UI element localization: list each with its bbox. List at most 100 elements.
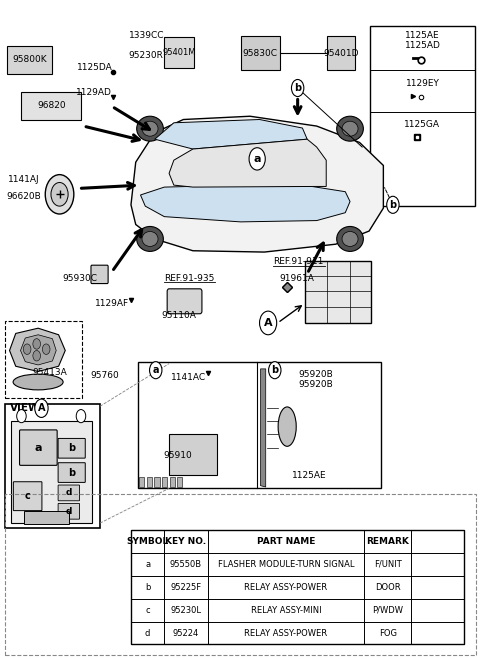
FancyBboxPatch shape xyxy=(164,37,194,69)
Text: 1129AD: 1129AD xyxy=(76,88,112,97)
FancyBboxPatch shape xyxy=(147,477,152,487)
Text: 91961A: 91961A xyxy=(279,274,314,283)
Text: A: A xyxy=(38,403,45,413)
FancyBboxPatch shape xyxy=(138,362,381,488)
Text: 1141AC: 1141AC xyxy=(170,373,206,382)
Text: SYMBOL: SYMBOL xyxy=(127,536,169,546)
Circle shape xyxy=(387,196,399,214)
Text: RELAY ASSY-POWER: RELAY ASSY-POWER xyxy=(244,629,327,637)
FancyBboxPatch shape xyxy=(58,438,85,458)
FancyBboxPatch shape xyxy=(305,260,372,323)
Ellipse shape xyxy=(137,116,163,141)
Circle shape xyxy=(269,362,281,379)
FancyBboxPatch shape xyxy=(5,405,100,528)
Text: 96620B: 96620B xyxy=(6,192,41,201)
Text: 95760: 95760 xyxy=(90,371,119,380)
Text: a: a xyxy=(145,559,150,569)
Ellipse shape xyxy=(137,227,163,252)
Text: b: b xyxy=(68,467,75,478)
Text: b: b xyxy=(145,583,150,592)
Circle shape xyxy=(260,311,276,335)
Circle shape xyxy=(42,344,50,355)
Ellipse shape xyxy=(278,407,296,446)
Text: 95230R: 95230R xyxy=(129,51,164,61)
FancyBboxPatch shape xyxy=(327,36,355,71)
Text: 1125AD: 1125AD xyxy=(405,41,440,50)
Text: d: d xyxy=(65,507,72,516)
FancyBboxPatch shape xyxy=(58,485,80,501)
Text: 95224: 95224 xyxy=(173,629,199,637)
Polygon shape xyxy=(141,185,350,222)
Text: 95413A: 95413A xyxy=(33,368,67,377)
Text: 95401D: 95401D xyxy=(323,49,359,58)
Circle shape xyxy=(291,80,304,96)
Text: PART NAME: PART NAME xyxy=(257,536,315,546)
Text: 95550B: 95550B xyxy=(170,559,202,569)
Text: 1125AE: 1125AE xyxy=(292,471,327,480)
Circle shape xyxy=(51,183,68,206)
Polygon shape xyxy=(155,119,307,149)
FancyBboxPatch shape xyxy=(91,265,108,283)
Text: 1125DA: 1125DA xyxy=(77,63,113,72)
Text: REF.91-911: REF.91-911 xyxy=(274,258,324,266)
Circle shape xyxy=(249,148,265,170)
Text: FOG: FOG xyxy=(379,629,396,637)
Text: 95930C: 95930C xyxy=(62,274,97,283)
Circle shape xyxy=(35,399,48,417)
Text: REF.91-935: REF.91-935 xyxy=(164,274,215,283)
FancyBboxPatch shape xyxy=(20,430,57,465)
Circle shape xyxy=(45,175,74,214)
FancyBboxPatch shape xyxy=(24,511,69,525)
Text: d: d xyxy=(145,629,150,637)
FancyBboxPatch shape xyxy=(131,530,464,645)
Circle shape xyxy=(17,409,26,422)
Text: b: b xyxy=(389,200,396,210)
FancyBboxPatch shape xyxy=(58,463,85,482)
Text: b: b xyxy=(271,365,278,375)
Text: 1339CC: 1339CC xyxy=(129,31,164,40)
FancyBboxPatch shape xyxy=(162,477,167,487)
Text: 95225F: 95225F xyxy=(170,583,202,592)
Text: c: c xyxy=(145,606,150,615)
Ellipse shape xyxy=(336,116,363,141)
Polygon shape xyxy=(169,139,326,187)
Text: 1129AF: 1129AF xyxy=(95,299,129,308)
Circle shape xyxy=(76,409,86,422)
Text: FLASHER MODULE-TURN SIGNAL: FLASHER MODULE-TURN SIGNAL xyxy=(218,559,354,569)
Ellipse shape xyxy=(13,374,63,390)
FancyBboxPatch shape xyxy=(58,503,80,519)
Text: 1125AE: 1125AE xyxy=(405,31,440,40)
FancyBboxPatch shape xyxy=(167,289,202,314)
Text: c: c xyxy=(25,491,31,501)
FancyBboxPatch shape xyxy=(169,477,175,487)
FancyBboxPatch shape xyxy=(11,421,92,523)
Text: 95920B: 95920B xyxy=(299,370,333,379)
Polygon shape xyxy=(261,369,266,487)
Text: d: d xyxy=(65,488,72,498)
FancyBboxPatch shape xyxy=(177,477,182,487)
FancyBboxPatch shape xyxy=(13,482,42,511)
Text: a: a xyxy=(35,443,42,453)
FancyBboxPatch shape xyxy=(139,477,144,487)
Text: KEY NO.: KEY NO. xyxy=(166,536,206,546)
Text: RELAY ASSY-MINI: RELAY ASSY-MINI xyxy=(251,606,321,615)
Ellipse shape xyxy=(336,227,363,252)
FancyBboxPatch shape xyxy=(22,92,81,119)
Text: 95830C: 95830C xyxy=(242,49,277,58)
Text: a: a xyxy=(153,365,159,375)
Text: 96820: 96820 xyxy=(37,101,66,110)
FancyBboxPatch shape xyxy=(7,46,52,74)
Circle shape xyxy=(150,362,162,379)
Text: REMARK: REMARK xyxy=(366,536,409,546)
Circle shape xyxy=(33,351,40,361)
Text: 95910: 95910 xyxy=(163,451,192,460)
Text: b: b xyxy=(294,83,301,93)
Ellipse shape xyxy=(142,231,158,246)
Text: a: a xyxy=(253,154,261,164)
Text: 1141AJ: 1141AJ xyxy=(8,175,39,185)
Text: 95401M: 95401M xyxy=(162,48,196,57)
Circle shape xyxy=(24,344,31,355)
Ellipse shape xyxy=(342,121,358,136)
FancyBboxPatch shape xyxy=(154,477,159,487)
FancyBboxPatch shape xyxy=(240,36,279,71)
